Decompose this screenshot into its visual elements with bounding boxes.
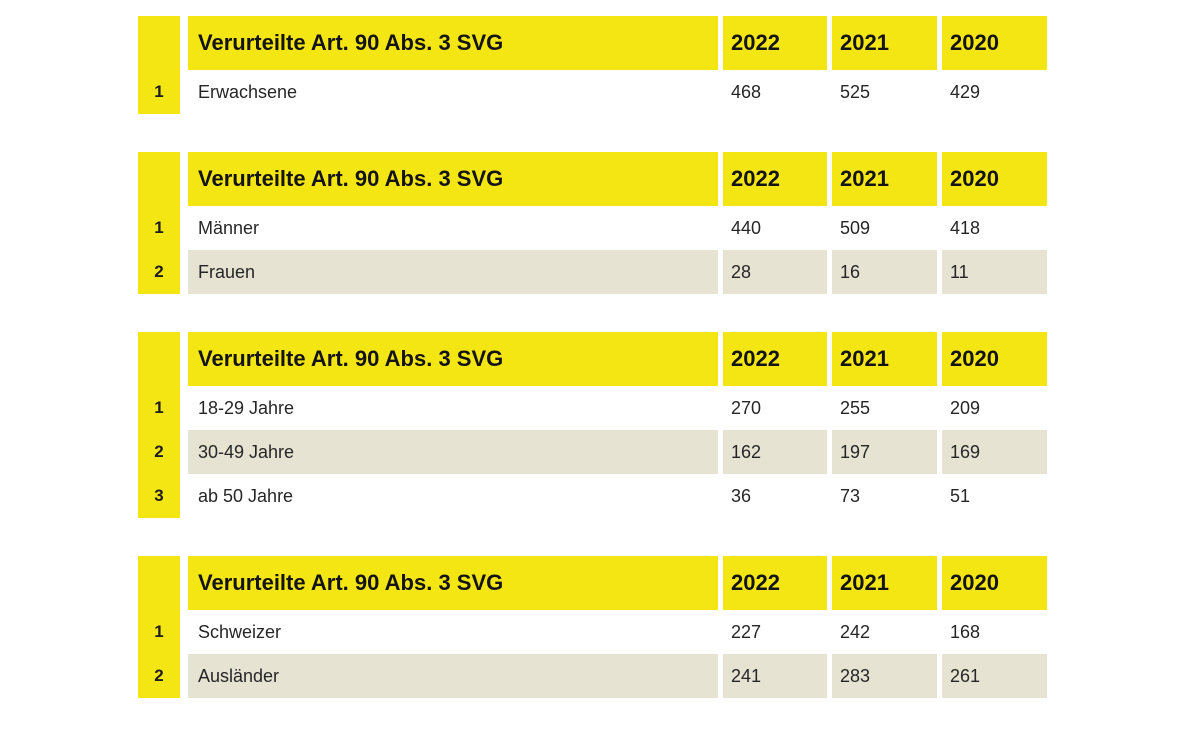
row-number: 3	[154, 486, 164, 505]
row-value: 241	[723, 654, 827, 698]
row-number-header-spacer	[138, 332, 180, 386]
table-title: Verurteilte Art. 90 Abs. 3 SVG	[188, 332, 718, 386]
row-value: 209	[942, 386, 1047, 430]
row-label: Frauen	[188, 250, 718, 294]
year-column-header: 2020	[942, 556, 1047, 610]
table-grid: Verurteilte Art. 90 Abs. 3 SVG 2022 2021 2…	[188, 16, 1047, 114]
year-column-header: 2020	[942, 152, 1047, 206]
row-value: 28	[723, 250, 827, 294]
row-value: 509	[832, 206, 937, 250]
year-column-header: 2021	[832, 16, 937, 70]
table-grid: Verurteilte Art. 90 Abs. 3 SVG 2022 2021 2…	[188, 332, 1047, 518]
row-value: 261	[942, 654, 1047, 698]
row-value: 270	[723, 386, 827, 430]
row-label: Erwachsene	[188, 70, 718, 114]
year-column-header: 2021	[832, 332, 937, 386]
row-number-header-spacer	[138, 152, 180, 206]
year-column-header: 2021	[832, 152, 937, 206]
table-title: Verurteilte Art. 90 Abs. 3 SVG	[188, 152, 718, 206]
row-value: 16	[832, 250, 937, 294]
year-column-header: 2022	[723, 556, 827, 610]
row-number-header-spacer	[138, 16, 180, 70]
row-value: 11	[942, 250, 1047, 294]
row-number: 2	[154, 262, 164, 281]
row-number: 1	[154, 622, 164, 641]
row-value: 418	[942, 206, 1047, 250]
row-value: 242	[832, 610, 937, 654]
table-grid: Verurteilte Art. 90 Abs. 3 SVG 2022 2021 2…	[188, 556, 1047, 698]
row-label: Ausländer	[188, 654, 718, 698]
row-value: 283	[832, 654, 937, 698]
row-value: 525	[832, 70, 937, 114]
row-number: 1	[154, 398, 164, 417]
row-value: 168	[942, 610, 1047, 654]
table-grid: Verurteilte Art. 90 Abs. 3 SVG 2022 2021 2…	[188, 152, 1047, 294]
row-value: 227	[723, 610, 827, 654]
year-column-header: 2020	[942, 332, 1047, 386]
row-label: 18-29 Jahre	[188, 386, 718, 430]
year-column-header: 2022	[723, 152, 827, 206]
year-column-header: 2020	[942, 16, 1047, 70]
row-value: 36	[723, 474, 827, 518]
stats-table: 1 Verurteilte Art. 90 Abs. 3 SVG 2022 202…	[138, 16, 1047, 114]
row-label: ab 50 Jahre	[188, 474, 718, 518]
row-value: 197	[832, 430, 937, 474]
row-value: 73	[832, 474, 937, 518]
year-column-header: 2021	[832, 556, 937, 610]
row-label: 30-49 Jahre	[188, 430, 718, 474]
table-title: Verurteilte Art. 90 Abs. 3 SVG	[188, 16, 718, 70]
row-number: 2	[154, 442, 164, 461]
row-number: 2	[154, 666, 164, 685]
year-column-header: 2022	[723, 332, 827, 386]
row-number: 1	[154, 218, 164, 237]
tables-container: 1 Verurteilte Art. 90 Abs. 3 SVG 2022 202…	[138, 16, 1047, 736]
row-number-header-spacer	[138, 556, 180, 610]
row-number-column: 1 2 3	[138, 332, 180, 518]
row-label: Männer	[188, 206, 718, 250]
row-number-column: 1	[138, 16, 180, 114]
row-number: 1	[154, 82, 164, 101]
row-value: 169	[942, 430, 1047, 474]
row-value: 255	[832, 386, 937, 430]
row-value: 162	[723, 430, 827, 474]
row-value: 429	[942, 70, 1047, 114]
row-value: 468	[723, 70, 827, 114]
year-column-header: 2022	[723, 16, 827, 70]
row-value: 51	[942, 474, 1047, 518]
table-title: Verurteilte Art. 90 Abs. 3 SVG	[188, 556, 718, 610]
row-label: Schweizer	[188, 610, 718, 654]
row-value: 440	[723, 206, 827, 250]
